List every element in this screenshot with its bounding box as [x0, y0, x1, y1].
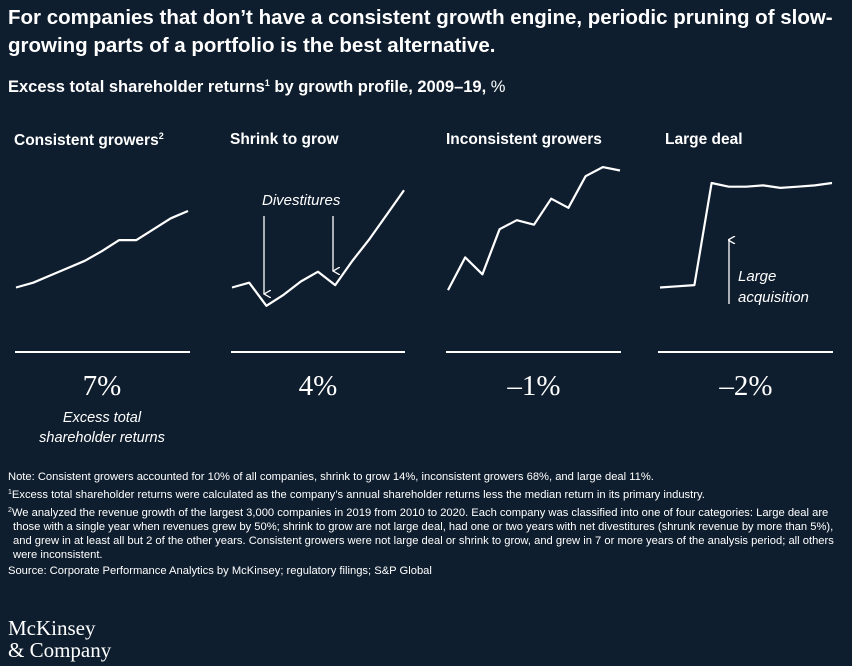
excess-tsr-value: –2%: [719, 370, 773, 402]
subtitle-unit: %: [490, 78, 506, 96]
note-text: Note: Consistent growers accounted for 1…: [8, 471, 654, 483]
excess-tsr-value: 7%: [82, 370, 122, 402]
series-line: [659, 181, 833, 289]
line-chart: [659, 181, 833, 304]
series-line: [231, 189, 405, 307]
subtitle-text: Excess total shareholder returns: [8, 78, 265, 96]
baseline: [446, 351, 621, 353]
logo-line-1: McKinsey: [8, 616, 96, 640]
caption-line-1: Excess total: [62, 410, 142, 426]
annotation-line-2: acquisition: [738, 289, 809, 306]
panel-consistent-growers: Consistent growers2 7% Excess total shar…: [14, 128, 214, 458]
line-chart: [231, 189, 405, 307]
line-chart: [15, 209, 189, 289]
baseline: [231, 351, 405, 353]
subtitle-footnote-ref: 1: [264, 78, 270, 88]
chart-subtitle: Excess total shareholder returns1 by gro…: [8, 78, 505, 97]
mckinsey-logo: McKinsey & Company: [8, 617, 111, 661]
excess-tsr-value: –1%: [507, 370, 561, 402]
panel-shrink-to-grow: Shrink to grow Divestitures 4%: [230, 128, 430, 458]
panel-title: Inconsistent growers: [446, 131, 602, 148]
panel-inconsistent-growers: Inconsistent growers –1%: [446, 128, 646, 458]
value-caption: Excess total shareholder returns: [14, 408, 190, 448]
acquisition-annotation: Large acquisition: [738, 266, 809, 308]
source-text: Source: Corporate Performance Analytics …: [8, 565, 432, 577]
footnote-2: 2We analyzed the revenue growth of the l…: [8, 507, 834, 561]
divestitures-annotation: Divestitures: [262, 192, 341, 209]
annotation-line-1: Large: [738, 268, 777, 285]
excess-tsr-value: 4%: [298, 370, 338, 402]
baseline: [15, 351, 190, 353]
footnote-1: 1Excess total shareholder returns were c…: [8, 489, 705, 501]
panel-title: Shrink to grow: [230, 131, 339, 148]
notes: Note: Consistent growers accounted for 1…: [8, 470, 848, 580]
baseline: [658, 351, 833, 353]
caption-line-2: shareholder returns: [39, 430, 165, 446]
panel-large-deal: Large deal Large acquisition –2%: [658, 128, 852, 458]
series-line: [447, 165, 621, 291]
subtitle-rest: by growth profile, 2009–19,: [269, 78, 491, 96]
panel-title: Large deal: [665, 131, 743, 148]
line-chart: [447, 165, 621, 291]
headline: For companies that don’t have a consiste…: [8, 6, 833, 57]
series-line: [15, 209, 189, 289]
logo-line-2: & Company: [8, 638, 112, 662]
panel-title: Consistent growers2: [14, 131, 164, 149]
